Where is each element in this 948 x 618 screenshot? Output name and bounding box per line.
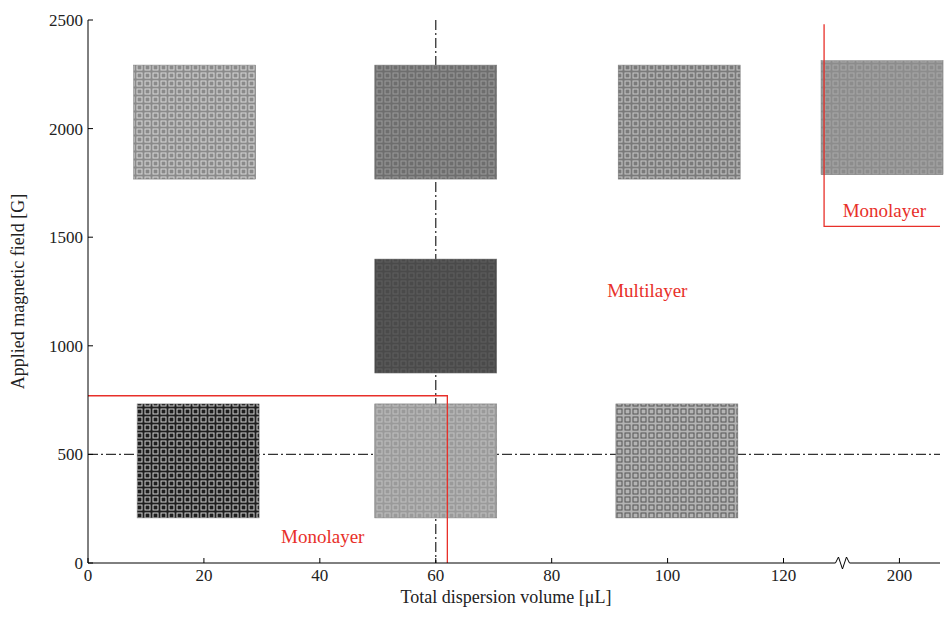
x-tick-label: 100: [655, 566, 681, 585]
x-tick: [899, 558, 900, 563]
y-tick-label: 0: [75, 554, 84, 573]
y-tick-label: 500: [58, 445, 84, 464]
y-tick-label: 1000: [49, 337, 83, 356]
y-tick: [88, 128, 93, 129]
x-tick-label: 80: [543, 566, 560, 585]
region-label: Multilayer: [607, 280, 688, 301]
x-tick-label: 40: [311, 566, 328, 585]
region-label: Monolayer: [281, 526, 365, 547]
y-tick-label: 2000: [49, 120, 83, 139]
y-tick-label: 1500: [49, 228, 83, 247]
sem-image: [375, 65, 497, 179]
sem-image: [375, 404, 497, 518]
sem-image: [134, 65, 256, 179]
sem-image: [616, 404, 738, 518]
chart: 02040608010012020005001000150020002500To…: [0, 0, 948, 618]
x-tick: [319, 558, 320, 563]
sem-image: [375, 259, 497, 373]
x-tick: [203, 558, 204, 563]
plot-area: [88, 20, 943, 563]
x-axis-title: Total dispersion volume [μL]: [401, 587, 612, 607]
x-tick-label: 0: [84, 566, 93, 585]
y-tick: [88, 237, 93, 238]
sem-image: [137, 404, 259, 518]
x-tick-label: 20: [195, 566, 212, 585]
y-tick: [88, 454, 93, 455]
y-tick: [88, 345, 93, 346]
y-axis-title: Applied magnetic field [G]: [8, 194, 28, 389]
x-tick-label: 120: [771, 566, 797, 585]
axis-break: [835, 557, 849, 569]
x-tick: [667, 558, 668, 563]
x-tick-label: 200: [887, 566, 913, 585]
y-tick: [88, 563, 93, 564]
x-tick-label: 60: [427, 566, 444, 585]
y-tick: [88, 20, 93, 21]
x-tick: [783, 558, 784, 563]
x-tick: [435, 558, 436, 563]
region-boundary: [824, 24, 940, 226]
y-axis: [88, 20, 89, 563]
x-tick: [551, 558, 552, 563]
region-boundary: [88, 396, 447, 563]
sem-image: [618, 65, 740, 179]
x-axis: [849, 563, 940, 564]
x-tick: [88, 558, 89, 563]
x-axis: [88, 563, 835, 564]
region-label: Monolayer: [843, 200, 927, 221]
sem-image: [821, 61, 943, 175]
y-tick-label: 2500: [49, 11, 83, 30]
